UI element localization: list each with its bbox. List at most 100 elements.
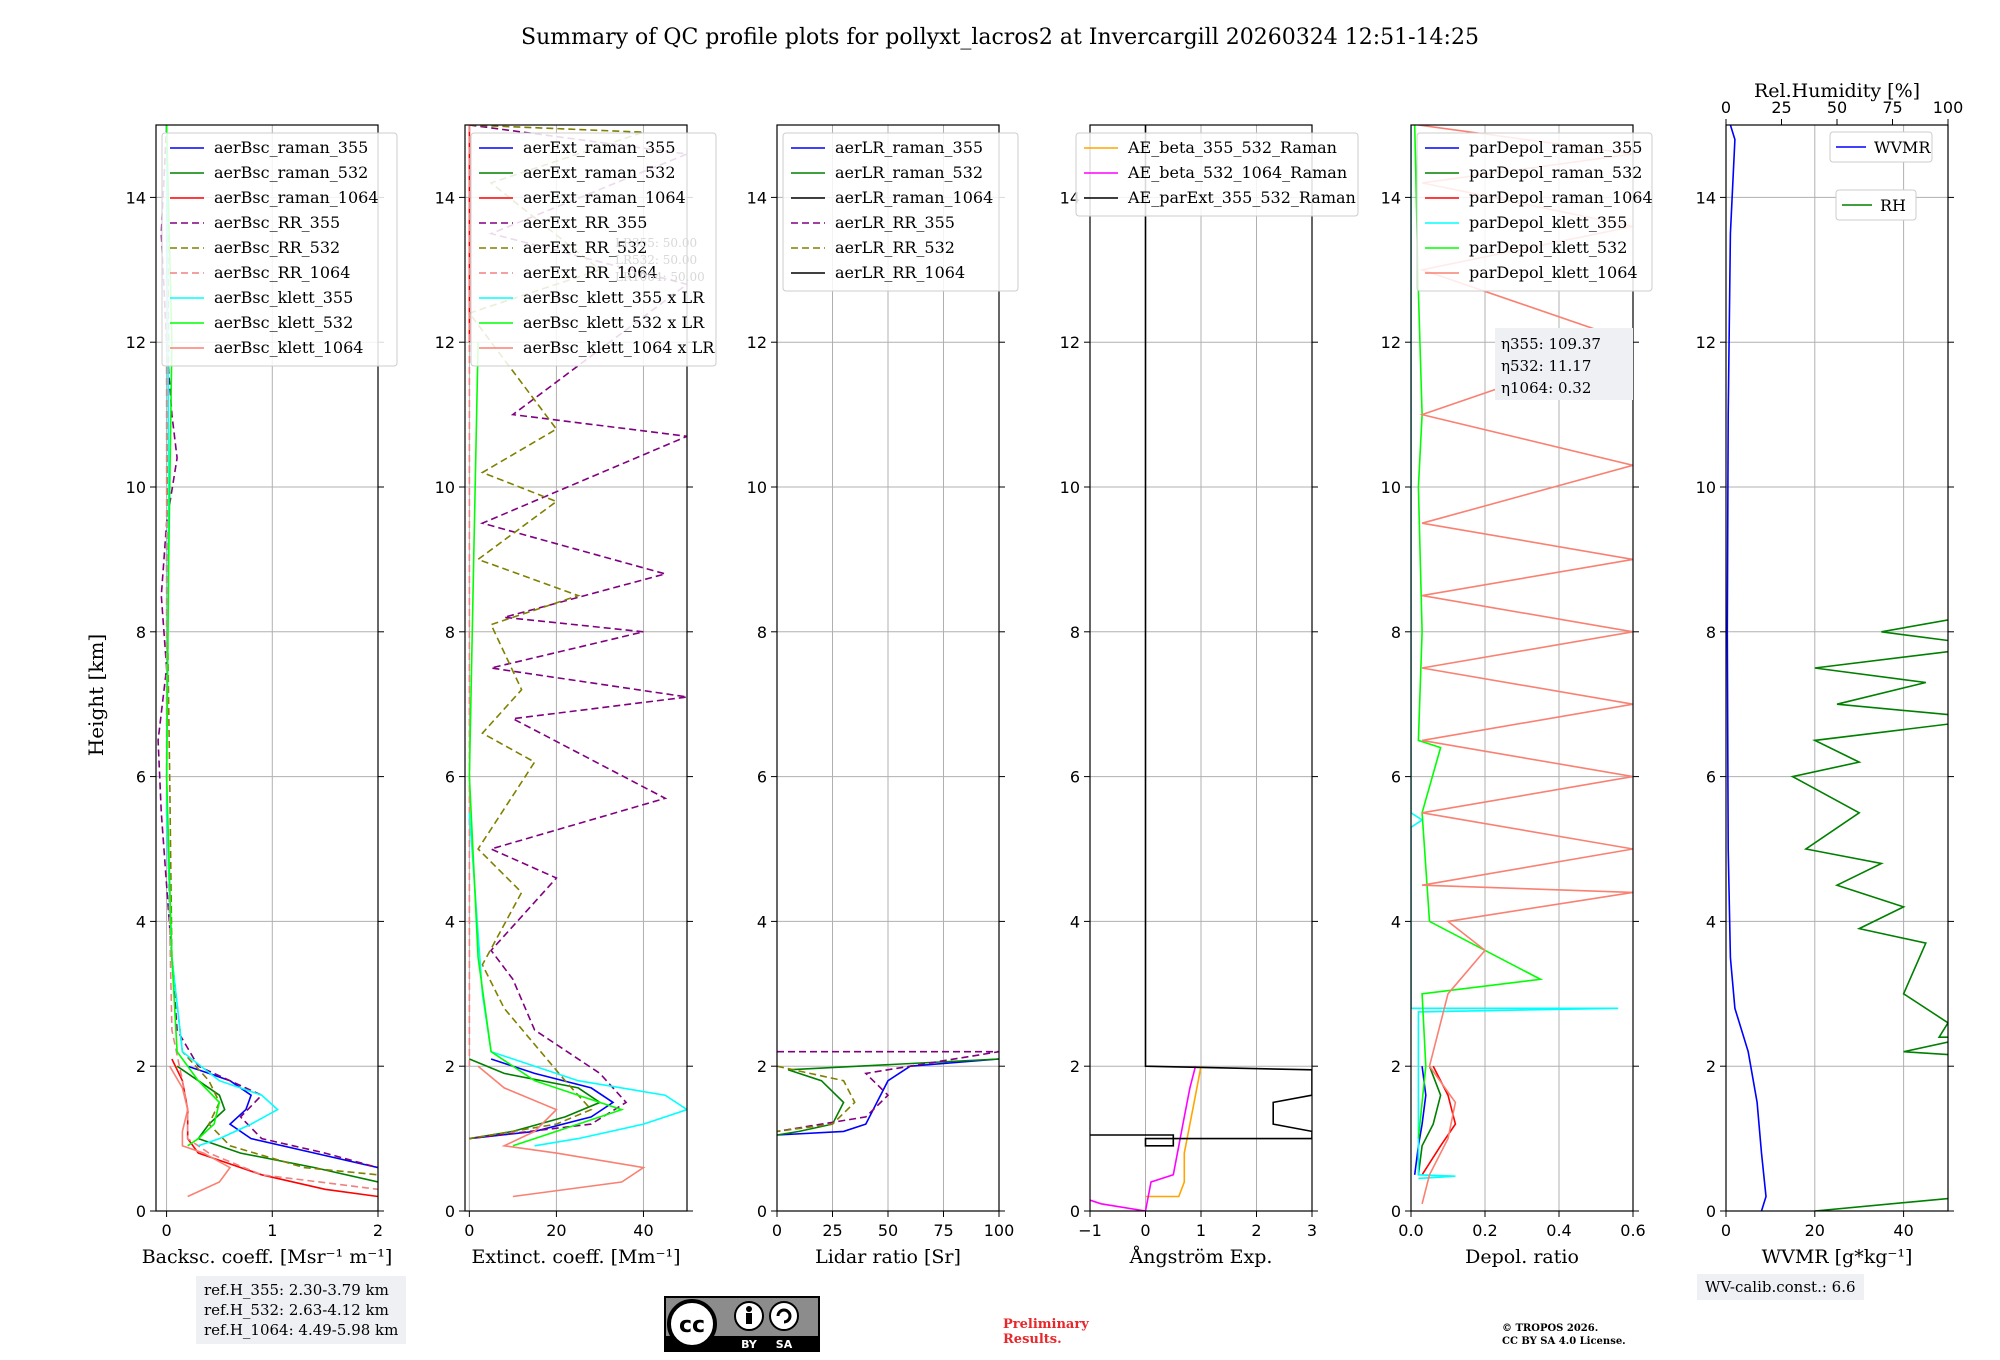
series-aerExt_raman_532: [469, 1058, 602, 1140]
legend-box: [1416, 132, 1653, 292]
eta-annotation: η355: 109.37 η532: 11.17 η1064: 0.32: [1495, 328, 1633, 400]
y-tick-label: 12: [435, 333, 455, 352]
y-tick-label: 6: [1070, 768, 1080, 787]
x-tick-label: 50: [878, 1221, 898, 1240]
cc-logo-icon: cc BY SA: [666, 1299, 818, 1351]
series-group: [1411, 125, 1633, 1204]
legend-entry: aerLR_RR_355: [835, 213, 955, 232]
series-group: [468, 125, 687, 1198]
legend-box: [1075, 132, 1359, 217]
legend-entry: aerBsc_klett_532 x LR: [523, 313, 705, 332]
x-tick-label: 1: [267, 1221, 277, 1240]
series-parDepol_klett_1064: [1418, 125, 1633, 1204]
y-axis-label: Height [km]: [84, 634, 108, 756]
x-axis-label: WVMR [g*kg⁻¹]: [1762, 1246, 1913, 1268]
preliminary-line-2: Results.: [1003, 1332, 1062, 1347]
y-tick-label: 10: [1060, 478, 1080, 497]
y-tick-label: 6: [757, 768, 767, 787]
series-aerLR_raman_532: [777, 1058, 999, 1136]
series-aerBsc_RR_355: [157, 125, 378, 1169]
y-tick-label: 14: [1381, 188, 1401, 207]
series-parDepol_klett_355: [1411, 125, 1619, 1180]
x-axis-label: Extinct. coeff. [Mm⁻¹]: [471, 1246, 680, 1268]
series-aerBsc_klett_532 x LR: [468, 342, 625, 1147]
y-tick-label: 0: [1070, 1202, 1080, 1221]
legend-box: [1829, 131, 1933, 163]
y-tick-label: 4: [1391, 912, 1401, 931]
series-parDepol_raman_1064: [1421, 1065, 1457, 1176]
panel-lidar_ratio: 0 25 50 75 100 0 2 4 6 8 10 12 14 Lidar ratio [Sr] aer…: [747, 124, 1019, 1268]
axes-frame: [1725, 124, 1949, 1212]
legend-entry: aerLR_raman_1064: [835, 188, 993, 207]
series-aerBsc_raman_355: [187, 1065, 378, 1169]
y-tick-label: 4: [136, 912, 146, 931]
annotation-line: η1064: 0.32: [1501, 379, 1591, 397]
legend-entry: parDepol_klett_1064: [1469, 263, 1638, 282]
series-group: [1726, 125, 1948, 1211]
axes-frame: [464, 124, 688, 1212]
x-tick-label: 1: [1196, 1221, 1206, 1240]
preliminary-results-note: Preliminary Results.: [1003, 1317, 1089, 1347]
legend-entry: aerLR_RR_532: [835, 238, 955, 257]
series-group: [777, 1050, 999, 1136]
x-axis-label: Lidar ratio [Sr]: [815, 1246, 961, 1268]
legend-entry: aerBsc_raman_532: [214, 163, 368, 182]
legend-entry: aerExt_raman_355: [523, 138, 676, 157]
cc-license-badge: cc BY SA: [664, 1296, 820, 1352]
y-tick-label: 10: [126, 478, 146, 497]
series-WVMR: [1726, 125, 1767, 1211]
x-tick-label: 0.6: [1620, 1221, 1645, 1240]
y-tick-label: 10: [1381, 478, 1401, 497]
x2-tick-label: 100: [1933, 98, 1964, 117]
x-tick-label: 25: [822, 1221, 842, 1240]
y-tick-label: 12: [1381, 333, 1401, 352]
y-tick-label: 14: [1696, 188, 1716, 207]
legend-box: [470, 132, 717, 367]
legend-entry: aerExt_RR_1064: [523, 263, 658, 282]
x-axis-label: Depol. ratio: [1465, 1246, 1579, 1268]
svg-text:cc: cc: [679, 1313, 705, 1338]
x-tick-label: 2: [373, 1221, 383, 1240]
cc-sa-label: SA: [776, 1338, 793, 1350]
y-tick-label: 4: [1070, 912, 1080, 931]
x-tick-label: 40: [1893, 1221, 1913, 1240]
panel-extinction: 0 20 40 0 2 4 6 8 10 12 14 Extinct. coeff. [Mm⁻¹] ae…: [435, 124, 717, 1268]
y-tick-label: 14: [747, 188, 767, 207]
x-tick-label: 2: [1251, 1221, 1261, 1240]
legend-entry: aerBsc_klett_355: [214, 288, 353, 307]
x2-tick-label: 75: [1882, 98, 1902, 117]
legend: WVMR RH: [1829, 131, 1933, 221]
y-tick-label: 4: [757, 912, 767, 931]
legend-entry: aerBsc_RR_532: [214, 238, 340, 257]
figure-title: Summary of QC profile plots for pollyxt_…: [521, 25, 1479, 50]
y-tick-label: 12: [1060, 333, 1080, 352]
legend-entry: parDepol_raman_1064: [1469, 188, 1653, 207]
annotation-line: η355: 109.37: [1501, 335, 1601, 353]
legend-entry: parDepol_raman_532: [1469, 163, 1642, 182]
legend-box: [1835, 189, 1917, 221]
x-tick-label: 0: [161, 1221, 171, 1240]
x-tick-label: 40: [633, 1221, 653, 1240]
y-tick-label: 8: [136, 623, 146, 642]
x-tick-label: 20: [1805, 1221, 1825, 1240]
x-tick-label: 0: [1140, 1221, 1150, 1240]
y-tick-label: 2: [1706, 1057, 1716, 1076]
ref-height-1064: ref.H_1064: 4.49-5.98 km: [204, 1321, 399, 1339]
panel-wvmr: 0 20 40 0 2 4 6 8 10 12 14 WVMR [g*kg⁻¹] 0 25 50 75 100 R…: [1696, 80, 1964, 1268]
series-aerLR_RR_532: [777, 1065, 856, 1133]
y-tick-label: 10: [747, 478, 767, 497]
legend-entry: WVMR: [1874, 138, 1931, 157]
series-AE_beta_355_532_Raman: [1145, 1066, 1202, 1198]
legend-entry: aerBsc_klett_532: [214, 313, 353, 332]
annotation-line: η532: 11.17: [1501, 357, 1591, 375]
y-tick-label: 2: [445, 1057, 455, 1076]
preliminary-line-1: Preliminary: [1003, 1317, 1089, 1332]
ref-height-355: ref.H_355: 2.30-3.79 km: [204, 1281, 389, 1299]
reference-height-box: ref.H_355: 2.30-3.79 km ref.H_532: 2.63-…: [196, 1276, 407, 1344]
x2-tick-label: 50: [1827, 98, 1847, 117]
legend-entry: AE_beta_355_532_Raman: [1127, 138, 1337, 157]
